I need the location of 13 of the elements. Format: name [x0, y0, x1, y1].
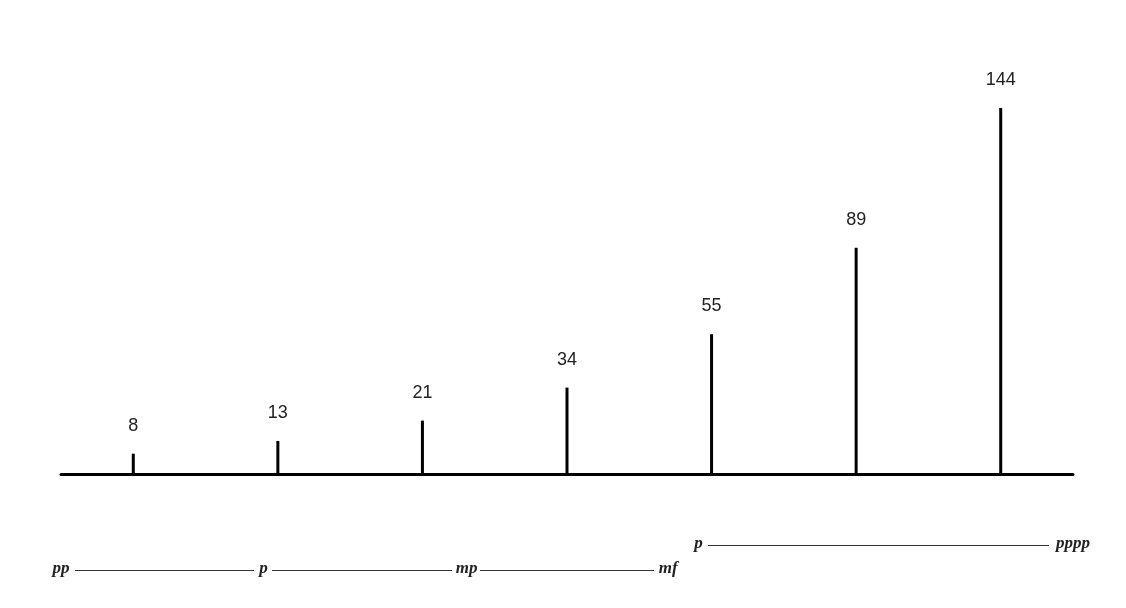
data-label: 144 — [985, 69, 1016, 89]
data-label: 89 — [846, 208, 867, 229]
text: pppp — [1054, 533, 1091, 553]
data-label: 13 — [267, 401, 288, 422]
data-label: 8 — [128, 414, 139, 435]
text: p — [693, 533, 704, 553]
text: pp — [51, 558, 71, 578]
data-label: 21 — [412, 381, 433, 402]
data-label: 55 — [701, 295, 722, 316]
text: mp — [455, 558, 478, 578]
data-label: 34 — [556, 348, 578, 369]
text: mf — [658, 558, 679, 578]
text: p — [258, 558, 269, 578]
